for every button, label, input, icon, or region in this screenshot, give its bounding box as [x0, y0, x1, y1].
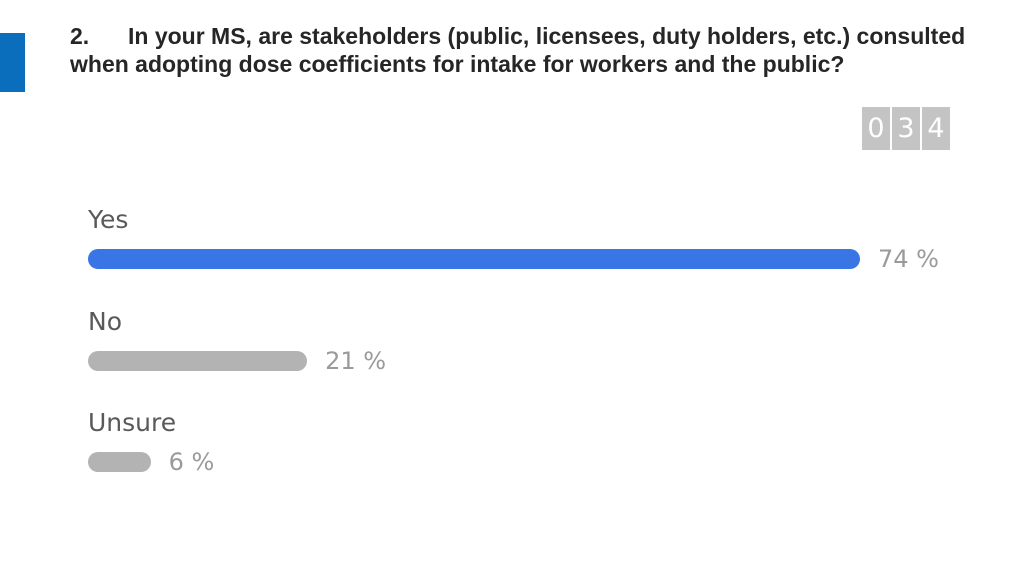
answer-option: No 21 %	[88, 305, 988, 375]
answer-option: Yes 74 %	[88, 203, 988, 273]
answer-bar	[88, 249, 860, 269]
answer-label: No	[88, 307, 122, 336]
counter-digit: 0	[862, 107, 890, 150]
counter-digit: 4	[922, 107, 950, 150]
question-text: In your MS, are stakeholders (public, li…	[70, 23, 966, 77]
answer-label: Unsure	[88, 408, 177, 437]
accent-bar	[0, 33, 25, 92]
bar-row: 74 %	[88, 245, 988, 273]
bar-row: 21 %	[88, 347, 988, 375]
question-title: 2. In your MS, are stakeholders (public, …	[70, 22, 970, 78]
bar-row: 6 %	[88, 448, 988, 476]
answer-bar	[88, 351, 308, 371]
question-number: 2.	[70, 23, 90, 49]
answer-percent: 6 %	[168, 448, 215, 476]
counter-digit: 3	[892, 107, 920, 150]
response-counter: 0 3 4	[862, 107, 950, 150]
bar-chart: Yes 74 % No 21 % Unsure 6 %	[88, 0, 988, 576]
answer-label: Yes	[88, 205, 129, 234]
answer-percent: 74 %	[878, 245, 939, 273]
answer-option: Unsure 6 %	[88, 406, 988, 476]
answer-bar	[88, 452, 151, 472]
answer-percent: 21 %	[325, 347, 387, 375]
